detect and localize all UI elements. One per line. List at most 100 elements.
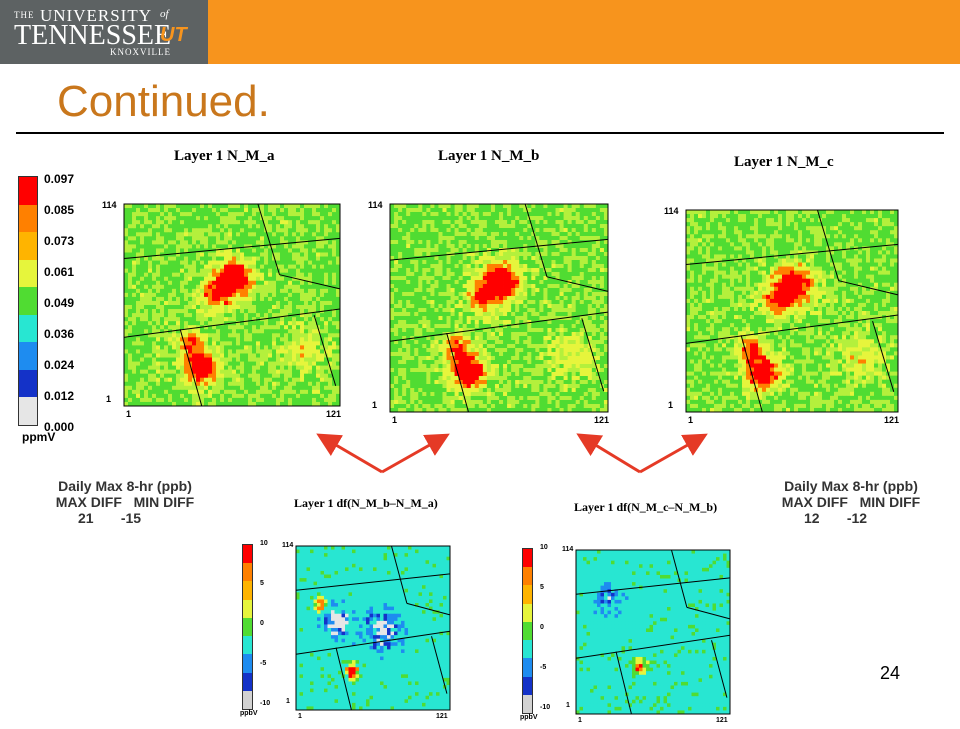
field-cell — [531, 368, 536, 373]
field-cell — [216, 208, 221, 213]
field-cell — [390, 312, 395, 317]
field-cell — [132, 276, 137, 282]
field-cell — [156, 317, 161, 322]
field-cell — [220, 333, 225, 338]
field-cell — [132, 397, 137, 403]
field-cell — [312, 236, 317, 241]
field-cell — [280, 256, 285, 261]
field-cell — [442, 344, 447, 349]
field-cell — [422, 336, 427, 341]
field-cell — [124, 268, 129, 274]
field-cell — [172, 296, 177, 302]
field-cell — [292, 365, 297, 371]
field-cell — [152, 244, 157, 249]
field-cell — [224, 240, 229, 245]
field-cell — [264, 353, 269, 358]
field-cell — [422, 360, 427, 365]
field-cell — [591, 208, 597, 213]
field-cell — [422, 276, 427, 281]
field-cell — [260, 373, 265, 379]
field-cell — [567, 236, 573, 241]
field-cell — [132, 224, 137, 229]
field-cell — [308, 232, 313, 237]
field-cell — [523, 344, 528, 349]
field-cell — [426, 244, 431, 249]
field-cell — [160, 377, 165, 383]
field-cell — [244, 284, 249, 290]
field-cell — [244, 276, 249, 282]
field-cell — [168, 353, 173, 358]
field-cell — [212, 377, 217, 383]
field-cell — [486, 308, 492, 313]
field-cell — [288, 321, 293, 326]
field-cell — [551, 292, 556, 297]
field-cell — [264, 252, 269, 257]
field-cell — [200, 381, 205, 387]
field-cell — [296, 260, 301, 265]
field-cell — [300, 381, 305, 387]
field-cell — [184, 288, 189, 294]
field-cell — [442, 204, 447, 209]
field-cell — [144, 256, 149, 261]
field-cell — [316, 397, 321, 403]
field-cell — [236, 397, 241, 403]
field-cell — [398, 308, 403, 313]
field-cell — [555, 244, 560, 249]
field-cell — [312, 284, 317, 290]
field-cell — [252, 353, 257, 358]
field-cell — [212, 272, 217, 278]
field-cell — [543, 276, 548, 281]
field-cell — [132, 236, 137, 241]
field-cell — [224, 401, 229, 407]
field-cell — [332, 300, 337, 306]
field-cell — [434, 316, 439, 321]
field-cell — [482, 304, 488, 309]
field-cell — [180, 345, 185, 350]
field-cell — [260, 212, 265, 217]
field-cell — [292, 272, 297, 278]
field-cell — [579, 360, 585, 365]
field-cell — [454, 292, 460, 297]
field-cell — [430, 352, 435, 357]
field-cell — [320, 337, 325, 342]
field-cell — [132, 256, 137, 261]
field-cell — [336, 268, 341, 274]
field-cell — [434, 300, 439, 305]
field-cell — [316, 236, 321, 241]
field-cell — [398, 364, 403, 369]
field-cell — [559, 284, 564, 289]
field-cell — [559, 224, 564, 229]
field-cell — [458, 216, 464, 221]
field-cell — [438, 316, 443, 321]
field-cell — [591, 224, 597, 229]
field-cell — [264, 248, 269, 253]
field-cell — [168, 256, 173, 261]
field-cell — [551, 268, 556, 273]
field-cell — [406, 292, 411, 297]
field-cell — [583, 212, 589, 217]
field-cell — [256, 244, 261, 249]
field-cell — [523, 332, 528, 337]
field-cell — [260, 288, 265, 294]
field-cell — [152, 365, 157, 371]
field-cell — [156, 268, 161, 274]
field-cell — [515, 236, 520, 241]
field-cell — [168, 317, 173, 322]
field-cell — [180, 272, 185, 278]
field-cell — [591, 292, 597, 297]
field-cell — [180, 365, 185, 371]
field-cell — [236, 276, 241, 282]
field-cell — [272, 244, 277, 249]
field-cell — [595, 232, 601, 237]
field-cell — [288, 365, 293, 371]
field-cell — [204, 288, 209, 294]
field-cell — [563, 288, 569, 293]
field-cell — [236, 264, 241, 270]
field-cell — [539, 268, 544, 273]
field-cell — [595, 256, 601, 261]
field-cell — [204, 224, 209, 229]
field-cell — [466, 304, 472, 309]
field-cell — [192, 220, 197, 225]
field-cell — [140, 264, 145, 270]
field-cell — [128, 252, 133, 257]
